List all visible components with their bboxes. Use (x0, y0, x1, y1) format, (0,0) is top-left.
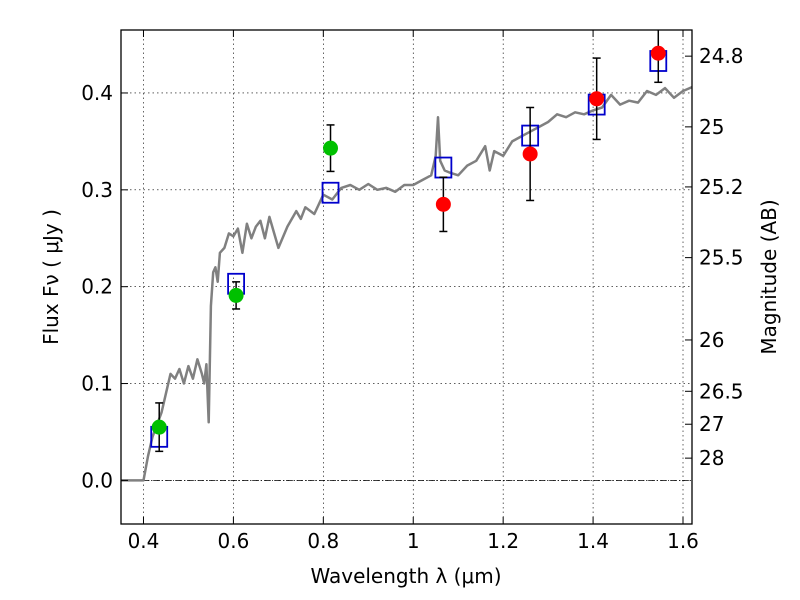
right-axis-label: Magnitude (AB) (757, 199, 781, 354)
model-band-square (321, 181, 340, 204)
error-bars (155, 30, 663, 453)
sed-layer (121, 85, 692, 482)
photometry-point (589, 91, 605, 107)
right-tick-label: 26 (699, 328, 724, 352)
grid (121, 30, 692, 524)
sed-curve (121, 85, 692, 482)
y-tick-label: 0.2 (81, 275, 113, 299)
photometry-point (435, 196, 451, 212)
right-tick-label: 25 (699, 115, 724, 139)
photometry-point (228, 287, 244, 303)
right-tick-label: 26.5 (699, 379, 744, 403)
y-tick-label: 0.4 (81, 81, 113, 105)
y-tick-label: 0.1 (81, 372, 113, 396)
photometry-point (522, 146, 538, 162)
right-tick-label: 28 (699, 446, 724, 470)
x-tick-label: 1 (407, 529, 420, 553)
ticks: 0.4 0.6 0.8 1 1.2 1.4 1.6 0.0 0.1 0.2 0.3 0.4 24.8 25… (81, 30, 744, 553)
right-tick-label: 24.8 (699, 44, 744, 68)
photometry-point (323, 140, 339, 156)
model-band-squares (150, 50, 668, 448)
x-tick-label: 0.6 (217, 529, 249, 553)
x-tick-label: 0.4 (128, 529, 160, 553)
y-tick-label: 0.3 (81, 178, 113, 202)
photometry-point (650, 45, 666, 61)
right-tick-label: 25.5 (699, 246, 744, 270)
plot-frame (120, 29, 693, 525)
x-axis-label: Wavelength λ (μm) (310, 564, 501, 588)
x-tick-label: 1.6 (667, 529, 699, 553)
right-tick-label: 27 (699, 412, 724, 436)
x-tick-label: 1.4 (577, 529, 609, 553)
photometry-points (151, 45, 666, 435)
y-tick-label: 0.0 (81, 468, 113, 492)
y-axis-label: Flux Fν ( μJy ) (39, 209, 63, 345)
x-tick-label: 1.2 (487, 529, 519, 553)
plot-area (121, 30, 692, 482)
photometry-point (151, 419, 167, 435)
right-tick-label: 25.2 (699, 175, 744, 199)
x-tick-label: 0.8 (307, 529, 339, 553)
